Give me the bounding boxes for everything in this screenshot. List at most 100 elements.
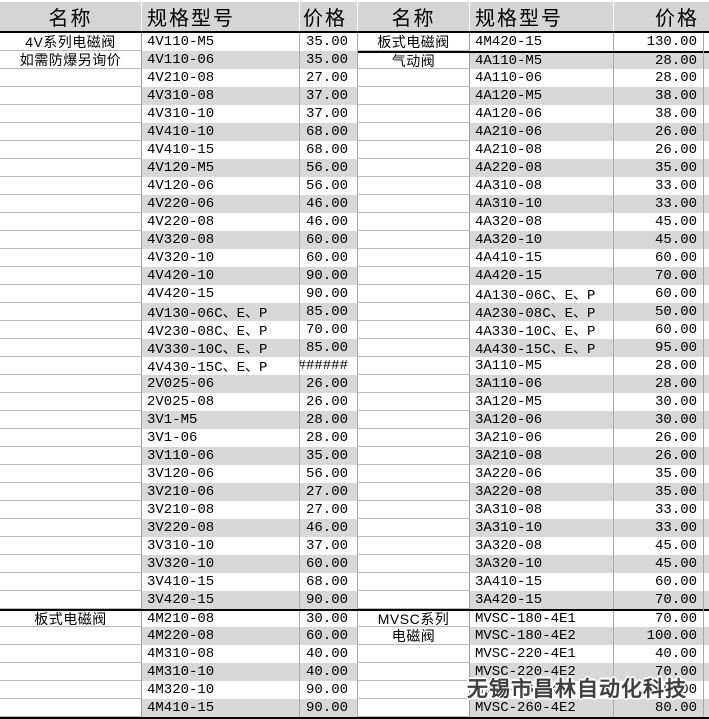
header-price-right: 价格: [655, 8, 699, 30]
name-cell: [358, 159, 470, 177]
model-cell: 3A320-08: [470, 537, 614, 555]
price-cell: 33.00: [654, 502, 697, 518]
table-row: 4V220-08 46.00: [0, 213, 358, 231]
name-cell: [0, 465, 142, 483]
model-cell: 4V210-08: [142, 69, 300, 87]
name-cell: [0, 357, 142, 375]
top-margin: [0, 0, 709, 2]
price-cell: 60.00: [654, 574, 697, 590]
table-row: 3V1-06 28.00: [0, 429, 358, 447]
name-cell: [358, 177, 470, 195]
name-cell: [0, 159, 142, 177]
tables-area: 4V系列电磁阀 4V110-M5 35.00 如需防爆另询价 4V110-06 35.00…: [0, 33, 709, 717]
price-cell: 26.00: [614, 123, 709, 141]
price-cell: 95.00: [614, 339, 709, 357]
price-cell: 56.00: [300, 465, 358, 483]
table-row: 3A220-08 35.00: [358, 483, 709, 501]
table-row: MVSC-260-4E2 80.00: [358, 699, 709, 717]
model-cell: 3A310-10: [470, 519, 614, 537]
model-cell: 4V420-10: [142, 267, 300, 285]
name-cell: [0, 411, 142, 429]
name-cell: MVSC系列: [358, 611, 470, 627]
name-cell: 如需防爆另询价: [0, 51, 142, 69]
model-cell: 2V025-08: [142, 393, 300, 411]
model-cell: 4M410-15: [142, 699, 300, 717]
model-cell: 4A120-06: [470, 105, 614, 123]
model-cell: 3A110-06: [470, 375, 614, 393]
price-cell: 28.00: [654, 358, 697, 374]
header-price-left: 价格: [300, 2, 358, 31]
table-row: 4V420-15 90.00: [0, 285, 358, 303]
name-cell: 4V系列电磁阀: [0, 33, 142, 51]
name-cell: [358, 537, 470, 555]
table-row: 3A310-10 33.00: [358, 519, 709, 537]
table-row: 4A330-10C、E、P 60.00: [358, 321, 709, 339]
model-cell: 3A310-08: [470, 501, 614, 519]
model-cell: 4V410-10: [142, 123, 300, 141]
name-cell: [0, 555, 142, 573]
model-cell: 4V120-06: [142, 177, 300, 195]
table-row: MVSC-220-4E1 40.00: [358, 645, 709, 663]
price-cell: 60.00: [654, 322, 697, 338]
model-cell: 4A230-08C、E、P: [470, 303, 614, 321]
table-row: 4A110-06 28.00: [358, 69, 709, 87]
price-cell: 46.00: [300, 195, 358, 213]
price-cell: 26.00: [300, 375, 358, 393]
name-cell: [358, 213, 470, 231]
table-row: 4M320-10 90.00: [0, 681, 358, 699]
model-cell: 3V220-08: [142, 519, 300, 537]
table-row: 3V410-15 68.00: [0, 573, 358, 591]
price-cell: 40.00: [654, 646, 697, 662]
price-cell: 70.00: [614, 663, 709, 681]
price-cell: 56.00: [300, 177, 358, 195]
table-row: 2V025-08 26.00: [0, 393, 358, 411]
table-row: 3A320-10 45.00: [358, 555, 709, 573]
model-cell: 4V310-10: [142, 105, 300, 123]
model-cell: 4A320-10: [470, 231, 614, 249]
price-cell: 26.00: [654, 430, 697, 446]
name-cell: [358, 105, 470, 123]
name-cell: [358, 321, 470, 339]
model-cell: 3A120-M5: [470, 393, 614, 411]
table-row: 4A210-08 26.00: [358, 141, 709, 159]
price-cell: 130.00: [646, 34, 697, 50]
model-cell: 3A120-06: [470, 411, 614, 429]
name-cell: [0, 249, 142, 267]
price-table-right: 板式电磁阀 4M420-15 130.00 气动阀 4A110-M5 28.00 4A110…: [358, 33, 709, 717]
model-cell: 4M220-08: [142, 627, 300, 645]
name-cell: [0, 87, 142, 105]
table-row: 4A120-06 38.00: [358, 105, 709, 123]
model-cell: MVSC-180-4E2: [470, 627, 614, 645]
price-cell: 46.00: [300, 213, 358, 231]
price-cell: 35.00: [614, 159, 709, 177]
price-cell: 45.00: [654, 538, 697, 554]
table-row: 4V410-10 68.00: [0, 123, 358, 141]
name-cell: [0, 285, 142, 303]
price-cell: 70.00: [654, 611, 697, 627]
model-cell: 4V220-08: [142, 213, 300, 231]
table-row: 3V1-M5 28.00: [0, 411, 358, 429]
table-row: 4V130-06C、E、P 85.00: [0, 303, 358, 321]
bottom-border-line: [0, 717, 709, 719]
model-cell: 3A410-15: [470, 573, 614, 591]
model-cell: 4V410-15: [142, 141, 300, 159]
table-row: 4V310-08 37.00: [0, 87, 358, 105]
model-cell: 3A220-08: [470, 483, 614, 501]
model-cell: 4A420-15: [470, 267, 614, 285]
table-row: 3V310-10 37.00: [0, 537, 358, 555]
model-cell: MVSC-220-4E1: [470, 645, 614, 663]
price-cell: ######: [300, 357, 358, 375]
table-row: 4A220-08 35.00: [358, 159, 709, 177]
model-cell: 3V210-08: [142, 501, 300, 519]
price-cell: 33.00: [614, 519, 709, 537]
model-cell: 3A210-06: [470, 429, 614, 447]
model-cell: 3V420-15: [142, 591, 300, 609]
price-cell: 60.00: [300, 249, 358, 267]
name-cell: [0, 699, 142, 717]
table-row: 板式电磁阀 4M420-15 130.00: [358, 33, 709, 51]
name-cell: [0, 375, 142, 393]
table-row: 3A210-08 26.00: [358, 447, 709, 465]
name-cell: [0, 447, 142, 465]
model-cell: 4A430-15C、E、P: [470, 339, 614, 357]
model-cell: 4A410-15: [470, 249, 614, 267]
